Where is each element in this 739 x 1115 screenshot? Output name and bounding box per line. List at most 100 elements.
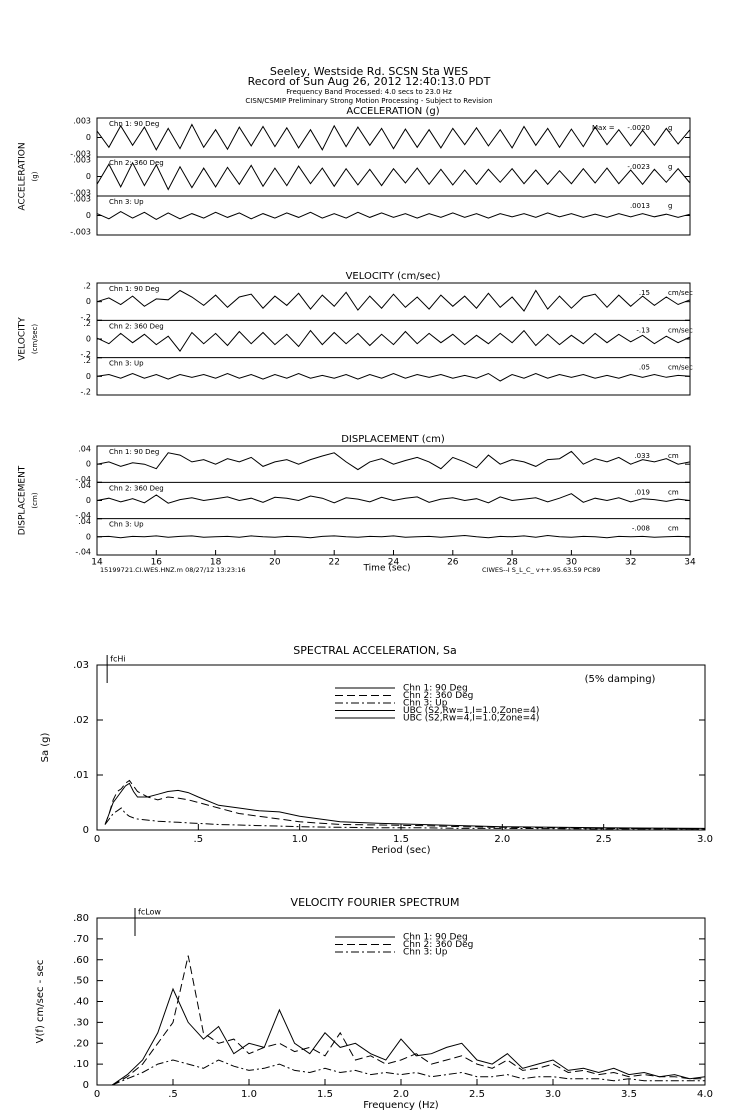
y-tick-label: .70 <box>73 934 89 945</box>
max-label: .05 <box>639 364 650 372</box>
x-tick-label: 24 <box>388 558 400 568</box>
max-label: .15 <box>639 289 650 297</box>
series-line <box>111 987 706 1086</box>
trace-line <box>96 372 691 382</box>
trace-line <box>96 450 691 471</box>
y-tick-label: -.003 <box>70 150 91 159</box>
legend-label: UBC (S2,Rw=4,I=1.0,Zone=4) <box>403 714 539 724</box>
y-tick-label: -.04 <box>75 475 91 484</box>
y-tick-label: 0 <box>86 211 91 220</box>
legend-label: Chn 2: 360 Deg <box>403 940 473 950</box>
x-tick-label: 26 <box>447 558 459 568</box>
y-tick-label: .04 <box>78 517 91 526</box>
y-axis-label: (cm) <box>31 492 39 508</box>
panel-title: DISPLACEMENT (cm) <box>341 434 445 445</box>
y-tick-label: -.2 <box>80 350 91 359</box>
max-label: .0013 <box>630 202 650 210</box>
y-tick-label: 0 <box>86 297 91 306</box>
legend-label: Chn 1: 90 Deg <box>403 933 468 943</box>
unit-label: g <box>668 202 672 210</box>
plot-frame <box>96 282 691 396</box>
max-label: -.008 <box>632 525 650 533</box>
max-prefix: Max = <box>592 124 615 132</box>
legend-label: UBC (S2,Rw=1,I=1.0,Zone=4) <box>403 706 539 716</box>
series-line <box>112 1059 705 1086</box>
x-tick-label: 30 <box>566 558 578 568</box>
y-tick-label: 0 <box>86 460 91 469</box>
y-tick-label: 0 <box>86 496 91 505</box>
legend-label: Chn 1: 90 Deg <box>403 684 468 694</box>
trace-line <box>96 493 691 504</box>
x-tick-label: 3.5 <box>621 1089 637 1100</box>
y-tick-label: 0 <box>83 1080 89 1091</box>
channel-name: Chn 2: 360 Deg <box>109 484 164 492</box>
unit-label: cm <box>668 452 679 460</box>
y-tick-label: .04 <box>78 481 91 490</box>
annotation: (5% damping) <box>585 674 656 685</box>
x-tick-label: 1.0 <box>241 1089 257 1100</box>
max-label: -.0020 <box>627 124 650 132</box>
max-label: -.13 <box>636 326 650 334</box>
y-tick-label: .003 <box>73 195 91 204</box>
channel-name: Chn 1: 90 Deg <box>109 448 159 456</box>
x-tick-label: 2.0 <box>494 834 510 845</box>
series-line <box>104 779 706 830</box>
channel-name: Chn 3: Up <box>109 360 144 368</box>
footer-right: CIWES--I S_L_C_ v++.95.63.59 PC89 <box>482 566 600 574</box>
unit-label: g <box>668 163 672 171</box>
cutoff-label: fcHi <box>110 655 125 664</box>
y-tick-label: .40 <box>73 997 89 1008</box>
unit-label: g <box>668 124 672 132</box>
plot-frame <box>96 664 706 831</box>
trace-line <box>96 534 691 539</box>
trace-line <box>96 289 691 312</box>
y-tick-label: .2 <box>83 356 91 365</box>
channel-name: Chn 2: 360 Deg <box>109 159 164 167</box>
x-axis-label: Period (sec) <box>371 845 430 856</box>
x-tick-label: .5 <box>194 834 204 845</box>
max-label: .019 <box>634 488 650 496</box>
x-tick-label: 32 <box>625 558 636 568</box>
x-tick-label: 2.0 <box>393 1089 409 1100</box>
unit-label: cm/sec <box>668 289 693 297</box>
y-axis-label: V(f) cm/sec - sec <box>35 960 46 1044</box>
channel-name: Chn 1: 90 Deg <box>109 285 159 293</box>
y-tick-label: .10 <box>73 1059 89 1070</box>
header-line: CISN/CSMIP Preliminary Strong Motion Pro… <box>245 97 492 105</box>
y-tick-label: .003 <box>73 117 91 126</box>
legend-label: Chn 2: 360 Deg <box>403 691 473 701</box>
panel-title: VELOCITY (cm/sec) <box>346 271 441 282</box>
y-tick-label: .02 <box>73 715 89 726</box>
y-tick-label: .50 <box>73 976 89 987</box>
x-axis-label: Frequency (Hz) <box>363 1100 439 1111</box>
y-axis-label: (cm/sec) <box>31 324 39 355</box>
y-tick-label: -.003 <box>70 189 91 198</box>
x-axis-label: Time (sec) <box>362 564 410 574</box>
y-axis-label: VELOCITY <box>18 317 28 361</box>
y-axis-label: Sa (g) <box>40 733 51 763</box>
series-line <box>111 955 705 1086</box>
unit-label: cm <box>668 488 679 496</box>
y-tick-label: .30 <box>73 1017 89 1028</box>
x-tick-label: 2.5 <box>596 834 612 845</box>
series-line <box>104 782 706 829</box>
y-tick-label: .2 <box>83 282 91 291</box>
header-line: Frequency Band Processed: 4.0 secs to 23… <box>286 88 452 96</box>
y-tick-label: 0 <box>83 825 89 836</box>
y-tick-label: 0 <box>86 532 91 541</box>
y-tick-label: .2 <box>83 319 91 328</box>
max-label: .033 <box>634 452 650 460</box>
legend-label: Chn 3: Up <box>403 699 448 709</box>
x-tick-label: .5 <box>168 1089 178 1100</box>
y-tick-label: .20 <box>73 1038 89 1049</box>
y-axis-label: DISPLACEMENT <box>18 465 28 535</box>
y-tick-label: .03 <box>73 660 89 671</box>
chart-title: SPECTRAL ACCELERATION, Sa <box>293 644 456 657</box>
y-tick-label: -.2 <box>80 388 91 397</box>
y-tick-label: .003 <box>73 156 91 165</box>
x-tick-label: 14 <box>91 558 103 568</box>
unit-label: cm/sec <box>668 326 693 334</box>
y-tick-label: .01 <box>73 770 89 781</box>
y-tick-label: 0 <box>86 372 91 381</box>
